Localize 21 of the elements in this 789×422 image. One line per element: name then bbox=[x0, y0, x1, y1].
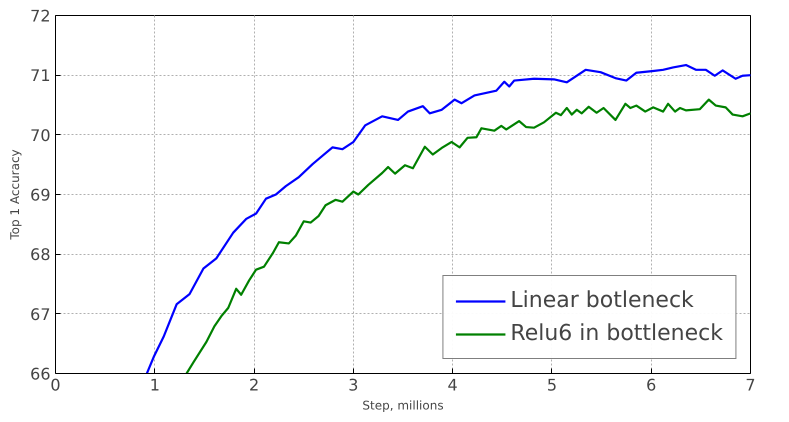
y-tick-label: 72 bbox=[30, 6, 50, 26]
x-tick-label: 6 bbox=[646, 376, 656, 394]
y-tick-label: 67 bbox=[30, 304, 50, 324]
y-tick-label: 69 bbox=[30, 186, 50, 204]
x-tick-label: 7 bbox=[745, 376, 756, 394]
x-tick-label: 1 bbox=[150, 376, 160, 394]
x-axis-title: Step, millions bbox=[362, 398, 444, 412]
y-tick-label: 68 bbox=[30, 245, 50, 264]
line-series bbox=[146, 64, 750, 374]
x-tick-label: 2 bbox=[248, 376, 260, 394]
y-axis-title: Top 1 Accuracy bbox=[8, 149, 22, 241]
legend-label: Linear botleneck bbox=[510, 288, 694, 313]
line-series bbox=[185, 98, 750, 374]
y-tick-label: 66 bbox=[30, 364, 50, 384]
legend-label: Relu6 in bottleneck bbox=[510, 321, 723, 346]
x-tick-label: 0 bbox=[50, 376, 61, 394]
x-tick-label: 5 bbox=[546, 376, 558, 394]
y-tick-label: 71 bbox=[30, 66, 50, 86]
x-tick-label: 3 bbox=[348, 376, 358, 394]
x-tick-label: 4 bbox=[448, 376, 458, 394]
y-tick-label: 70 bbox=[30, 126, 50, 145]
